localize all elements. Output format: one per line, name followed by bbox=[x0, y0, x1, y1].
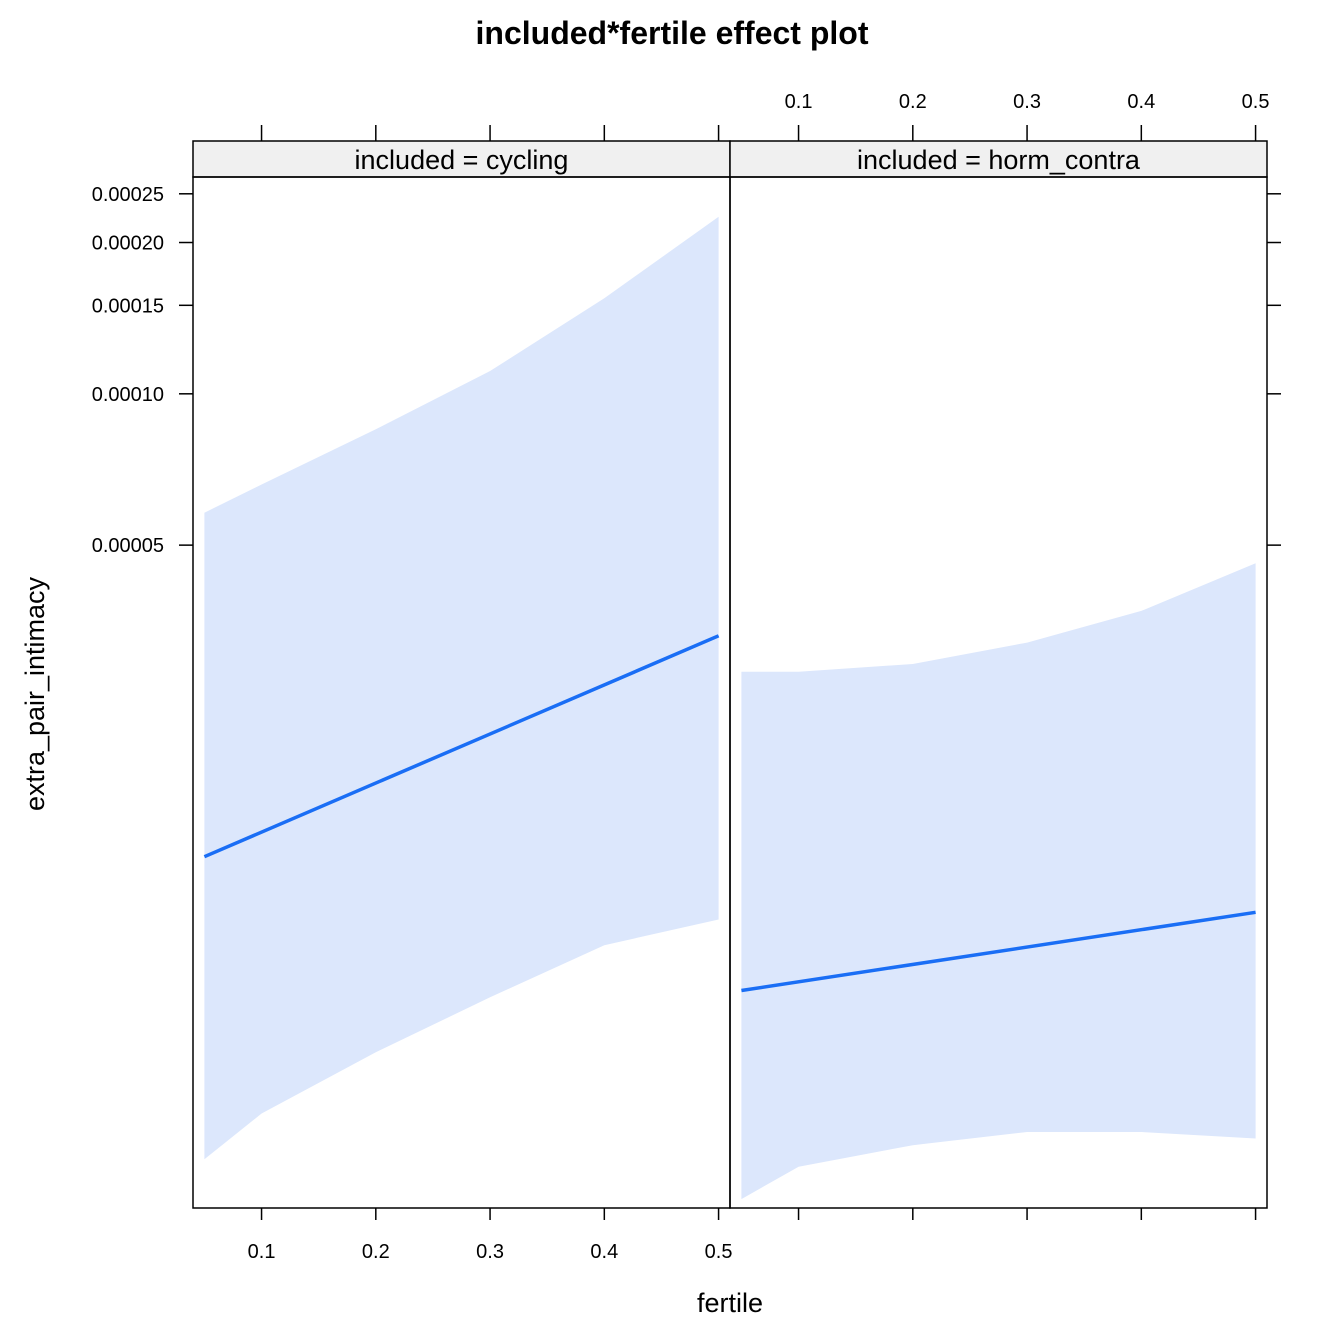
y-tick-label: 0.00015 bbox=[92, 295, 164, 317]
panel-frame-2 bbox=[729, 176, 1268, 1209]
x-tick-label: 0.1 bbox=[248, 1241, 276, 1263]
y-tick-label: 0.00020 bbox=[92, 233, 164, 255]
x-tick-label-top: 0.1 bbox=[785, 91, 813, 113]
chart-title: included*fertile effect plot bbox=[476, 15, 869, 51]
fit-line-1 bbox=[203, 634, 720, 859]
confidence-band-1 bbox=[204, 216, 719, 1160]
x-tick-label-top: 0.4 bbox=[1127, 91, 1155, 113]
y-tick-label: 0.00025 bbox=[92, 184, 164, 206]
y-tick-label: 0.00005 bbox=[92, 535, 164, 557]
strip-label-2: included = horm_contra bbox=[857, 145, 1141, 175]
x-axis-title: fertile bbox=[697, 1288, 763, 1318]
x-tick-label: 0.2 bbox=[362, 1241, 390, 1263]
x-tick-label-top: 0.5 bbox=[1242, 91, 1270, 113]
x-tick-label: 0.4 bbox=[590, 1241, 618, 1263]
confidence-band-2 bbox=[741, 563, 1256, 1200]
y-axis-title: extra_pair_intimacy bbox=[20, 576, 50, 811]
fit-line-2 bbox=[741, 910, 1256, 993]
x-tick-label: 0.3 bbox=[476, 1241, 504, 1263]
x-tick-label-top: 0.2 bbox=[899, 91, 927, 113]
strip-label-1: included = cycling bbox=[355, 145, 569, 175]
x-tick-label: 0.5 bbox=[705, 1241, 733, 1263]
x-tick-label-top: 0.3 bbox=[1013, 91, 1041, 113]
y-tick-label: 0.00010 bbox=[92, 384, 164, 406]
plot-area: included = cycling 0.1 0.2 0.3 0.4 0.5 include… bbox=[92, 91, 1281, 1263]
